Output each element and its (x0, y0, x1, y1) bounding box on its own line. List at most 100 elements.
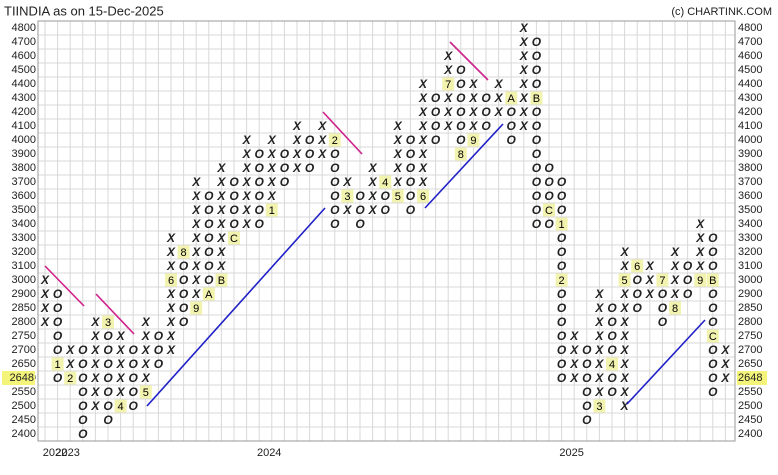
marker-bg (530, 91, 543, 105)
o-box: O (544, 217, 554, 231)
marker-bg (379, 175, 392, 189)
x-box: X (594, 301, 604, 315)
o-box: O (78, 385, 88, 399)
x-box: X (594, 287, 604, 301)
marker-bg (656, 273, 669, 287)
o-box: O (179, 315, 189, 329)
o-box: O (179, 259, 189, 273)
current-price-right: 2648 (738, 372, 762, 384)
month-marker: 7 (445, 79, 451, 91)
x-box: X (468, 91, 478, 105)
marker-bg (391, 189, 404, 203)
x-box: X (267, 133, 277, 147)
x-box: X (40, 301, 50, 315)
marker-bg (706, 329, 719, 343)
o-box: O (683, 259, 693, 273)
o-box: O (78, 371, 88, 385)
y-tick-label: 3600 (12, 190, 36, 202)
month-marker: 8 (181, 247, 187, 259)
o-box: O (355, 189, 365, 203)
month-marker: A (205, 289, 213, 301)
o-box: O (507, 119, 517, 133)
month-marker: C (230, 233, 238, 245)
y-tick-label-right: 3800 (738, 162, 762, 174)
x-box: X (393, 147, 403, 161)
plot-frame (37, 20, 736, 442)
o-box: O (129, 343, 139, 357)
month-marker: 5 (395, 191, 401, 203)
o-box: O (179, 273, 189, 287)
o-box: O (78, 413, 88, 427)
o-box: O (708, 245, 718, 259)
o-box: O (103, 399, 113, 413)
o-box: O (607, 343, 617, 357)
month-marker: 8 (672, 303, 678, 315)
x-box: X (216, 161, 226, 175)
x-box: X (393, 161, 403, 175)
o-box: O (255, 161, 265, 175)
marker-bg (454, 147, 467, 161)
x-box: X (342, 203, 352, 217)
marker-bg (694, 273, 707, 287)
x-box: X (191, 217, 201, 231)
o-box: O (557, 301, 567, 315)
x-box: X (141, 315, 151, 329)
marker-bg (442, 77, 455, 91)
o-box: O (607, 371, 617, 385)
x-box: X (620, 259, 630, 273)
o-box: O (708, 301, 718, 315)
resistance-line (95, 293, 135, 335)
o-box: O (406, 161, 416, 175)
y-tick-label: 2800 (12, 316, 36, 328)
x-label: 2025 (559, 447, 583, 459)
marker-bg (177, 245, 190, 259)
o-box: O (683, 287, 693, 301)
x-box: X (645, 259, 655, 273)
o-box: O (330, 189, 340, 203)
x-box: X (90, 385, 100, 399)
month-marker: 6 (168, 275, 174, 287)
x-box: X (216, 189, 226, 203)
o-box: O (129, 357, 139, 371)
month-marker: B (218, 275, 225, 287)
x-box: X (594, 385, 604, 399)
month-marker: 2 (559, 275, 565, 287)
x-box: X (267, 161, 277, 175)
x-box: X (393, 119, 403, 133)
o-box: O (103, 343, 113, 357)
o-box: O (431, 105, 441, 119)
o-box: O (544, 161, 554, 175)
x-box: X (418, 105, 428, 119)
o-box: O (103, 329, 113, 343)
y-tick-label: 2450 (12, 414, 36, 426)
marker-bg (555, 273, 568, 287)
o-box: O (456, 63, 466, 77)
x-box: X (519, 91, 529, 105)
x-label: 2024 (257, 447, 281, 459)
month-marker: C (709, 331, 717, 343)
x-box: X (695, 245, 705, 259)
o-box: O (431, 91, 441, 105)
marker-bg (618, 273, 631, 287)
x-box: X (191, 203, 201, 217)
marker-bg (228, 231, 240, 245)
month-marker: 3 (596, 401, 602, 413)
y-tick-label: 4200 (12, 106, 36, 118)
x-box: X (65, 343, 75, 357)
x-box: X (569, 329, 579, 343)
marker-bg (102, 315, 114, 329)
x-box: X (620, 287, 630, 301)
support-line (626, 319, 706, 405)
o-box: O (103, 357, 113, 371)
x-box: X (116, 329, 126, 343)
month-marker: 2 (332, 135, 338, 147)
marker-bg (505, 91, 518, 105)
o-box: O (532, 77, 542, 91)
marker-bg (139, 385, 152, 399)
x-box: X (141, 357, 151, 371)
o-box: O (78, 427, 88, 441)
x-box: X (620, 357, 630, 371)
x-box: X (90, 343, 100, 357)
x-box: X (519, 119, 529, 133)
